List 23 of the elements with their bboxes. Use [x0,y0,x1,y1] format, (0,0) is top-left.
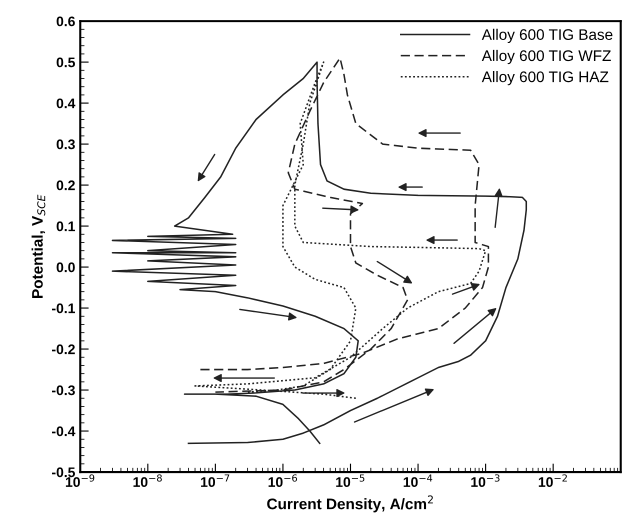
y-tick-label: 0.4 [56,98,76,108]
x-tick-label: 10$^{−8}$ [133,474,162,487]
x-tick-label: 10$^{−3}$ [471,474,500,487]
legend-label: Alloy 600 TIG HAZ [482,70,608,86]
y-axis-title: Potential, V$_{SCE}$ [32,194,46,298]
y-tick-label: -0.4 [52,426,76,436]
y-tick-label: 0.5 [56,57,76,68]
y-tick-label: 0.6 [56,16,75,26]
legend-label: Alloy 600 TIG Base [482,28,612,43]
y-tick-label: 0.3 [56,139,75,150]
x-tick-label: 10$^{−5}$ [336,474,364,487]
x-tick-label: 10$^{−2}$ [538,474,567,487]
x-tick-label: 10$^{−7}$ [201,474,230,487]
y-tick-label: 0.0 [56,262,75,272]
x-tick-label: 10$^{−6}$ [268,474,298,487]
legend-label: Alloy 600 TIG WFZ [482,50,611,64]
y-tick-label: -0.1 [52,303,76,314]
y-tick-label: 0.2 [56,180,75,190]
y-tick-label: 0.1 [56,221,76,232]
x-tick-label: 10$^{−4}$ [404,474,432,487]
y-tick-label: -0.2 [52,344,75,354]
y-tick-label: -0.3 [52,385,75,396]
x-axis-title: Current Density, A/cm$^{2}$ [267,495,433,512]
